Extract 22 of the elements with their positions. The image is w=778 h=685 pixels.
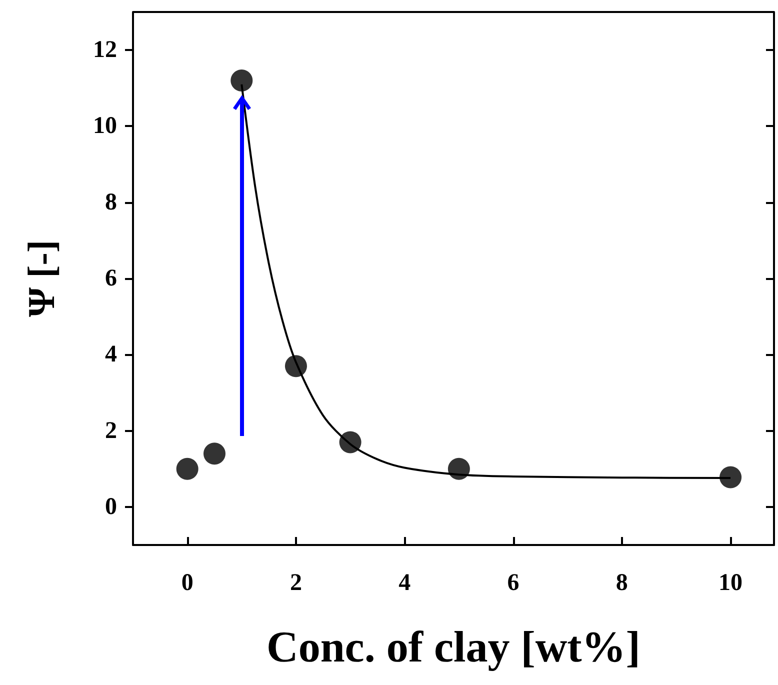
y-tick-label: 2 — [105, 418, 117, 444]
x-tick-label: 6 — [507, 570, 520, 596]
x-tick-label: 8 — [616, 570, 628, 596]
point — [204, 442, 226, 465]
y-tick-label: 4 — [105, 342, 117, 368]
x-tick-label: 4 — [398, 570, 411, 596]
point — [448, 458, 470, 480]
point — [284, 355, 307, 378]
point — [339, 431, 362, 454]
y-tick-label: 10 — [93, 113, 117, 140]
y-axis-title: Ψ [-] — [21, 240, 63, 318]
y-tick-label: 6 — [105, 266, 117, 292]
y-tick-label: 8 — [105, 189, 117, 216]
x-tick-label: 0 — [181, 570, 194, 596]
x-axis-title: Conc. of clay [wt%] — [266, 622, 640, 672]
x-tick-label: 2 — [290, 570, 302, 596]
y-tick-label: 12 — [93, 37, 117, 64]
point — [230, 70, 253, 92]
point — [176, 458, 198, 480]
point — [720, 466, 742, 488]
y-tick-label: 0 — [105, 494, 117, 520]
x-tick-label: 10 — [718, 570, 743, 596]
